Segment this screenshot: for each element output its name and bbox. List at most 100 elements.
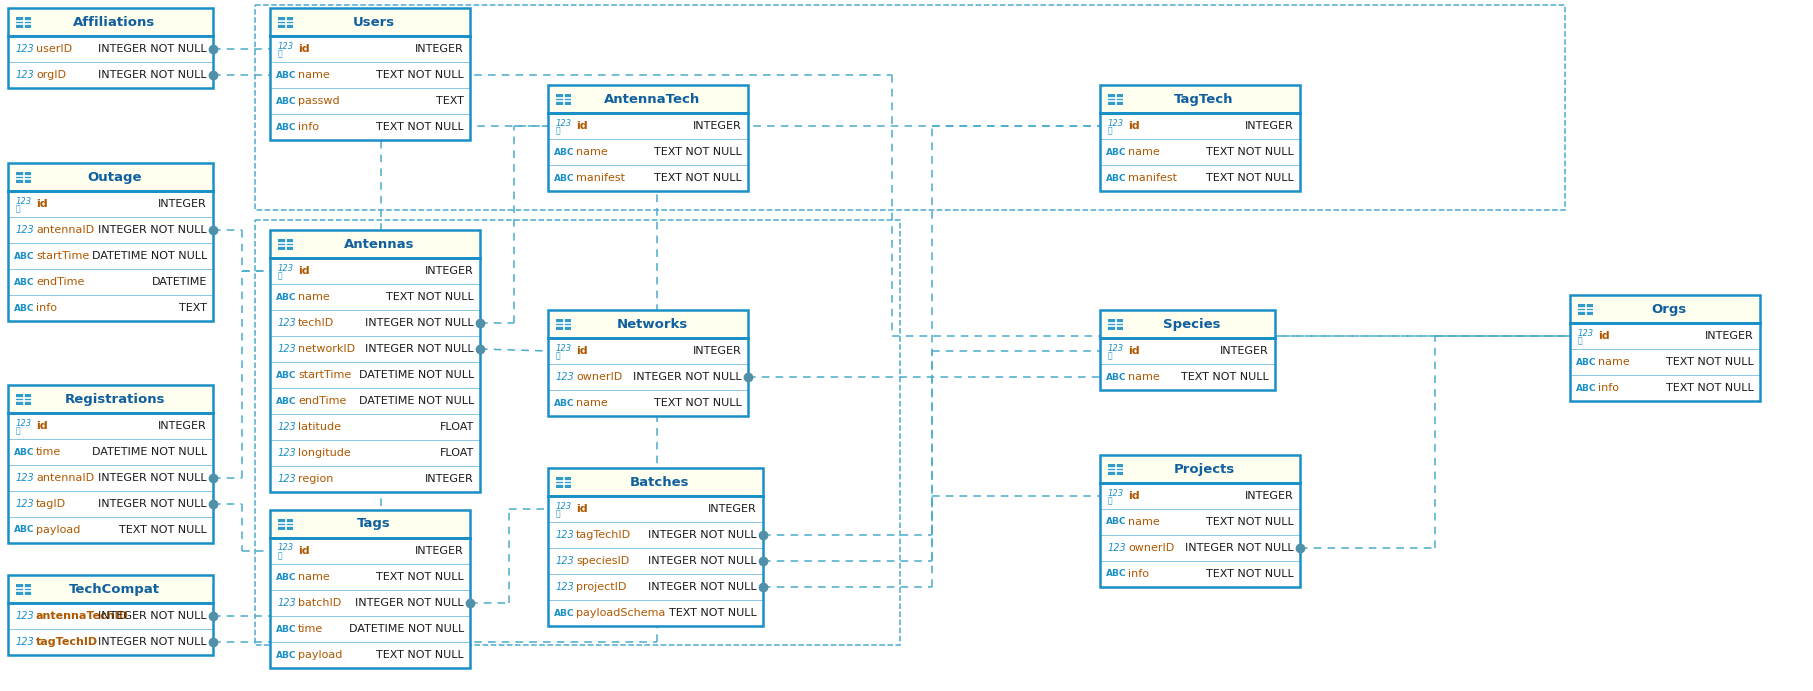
FancyBboxPatch shape [277,17,294,28]
Text: region: region [297,474,334,484]
FancyBboxPatch shape [7,575,212,603]
Text: ownerID: ownerID [1128,543,1175,553]
FancyBboxPatch shape [548,468,763,496]
FancyBboxPatch shape [16,171,31,182]
FancyBboxPatch shape [7,191,212,321]
FancyBboxPatch shape [7,385,212,413]
FancyBboxPatch shape [16,583,31,594]
FancyBboxPatch shape [16,17,31,28]
FancyBboxPatch shape [7,603,212,655]
Text: FLOAT: FLOAT [441,422,473,432]
Text: id: id [577,504,587,514]
Text: DATETIME: DATETIME [152,277,207,287]
Text: Projects: Projects [1173,462,1235,475]
Text: INTEGER NOT NULL: INTEGER NOT NULL [649,556,758,566]
FancyBboxPatch shape [1100,113,1300,191]
Text: TEXT NOT NULL: TEXT NOT NULL [1666,383,1753,393]
Text: INTEGER NOT NULL: INTEGER NOT NULL [98,499,207,509]
FancyBboxPatch shape [277,238,294,249]
FancyBboxPatch shape [270,230,480,258]
Text: ABC: ABC [276,70,297,79]
FancyBboxPatch shape [7,8,212,36]
Text: info: info [297,122,319,132]
Text: TEXT NOT NULL: TEXT NOT NULL [377,572,464,582]
Text: ABC: ABC [276,370,297,379]
Text: id: id [1128,121,1140,131]
Text: time: time [297,624,323,634]
Text: DATETIME NOT NULL: DATETIME NOT NULL [359,396,473,406]
Text: tagID: tagID [36,499,65,509]
Text: ⚿: ⚿ [557,352,560,361]
Text: INTEGER NOT NULL: INTEGER NOT NULL [98,70,207,80]
FancyBboxPatch shape [548,310,749,338]
Text: INTEGER NOT NULL: INTEGER NOT NULL [366,344,473,354]
FancyBboxPatch shape [1100,85,1300,113]
Text: ABC: ABC [1575,357,1597,366]
Text: INTEGER: INTEGER [426,474,473,484]
Text: Registrations: Registrations [63,392,165,406]
Text: id: id [1128,346,1140,356]
FancyBboxPatch shape [548,338,749,416]
FancyBboxPatch shape [548,113,749,191]
Text: ⚿: ⚿ [16,426,20,435]
Text: ⚿: ⚿ [557,126,560,135]
FancyBboxPatch shape [1100,338,1275,390]
Text: 123: 123 [277,598,297,608]
Text: INTEGER: INTEGER [158,421,207,431]
Text: TEXT NOT NULL: TEXT NOT NULL [1182,372,1269,382]
Text: name: name [1128,372,1160,382]
Text: 123: 123 [1577,328,1594,337]
FancyBboxPatch shape [557,477,571,487]
Text: INTEGER: INTEGER [1246,121,1294,131]
FancyBboxPatch shape [270,510,470,538]
Text: TEXT NOT NULL: TEXT NOT NULL [1206,517,1294,527]
Text: endTime: endTime [36,277,85,287]
Text: Networks: Networks [616,317,687,330]
Text: ⚿: ⚿ [16,205,20,214]
Text: TechCompat: TechCompat [69,583,160,596]
Text: INTEGER: INTEGER [693,346,742,356]
Text: ⚿: ⚿ [1108,352,1113,361]
Text: TEXT NOT NULL: TEXT NOT NULL [1666,357,1753,367]
Text: AntennaTech: AntennaTech [604,93,700,106]
FancyBboxPatch shape [557,319,571,330]
Text: ABC: ABC [1106,147,1126,156]
Text: TEXT NOT NULL: TEXT NOT NULL [1206,147,1294,157]
Text: 123: 123 [16,225,34,235]
Text: Species: Species [1162,317,1220,330]
FancyBboxPatch shape [548,496,763,626]
Text: ABC: ABC [276,122,297,131]
FancyBboxPatch shape [270,258,480,492]
Text: ABC: ABC [276,97,297,106]
Text: 123: 123 [277,544,294,553]
FancyBboxPatch shape [1100,483,1300,587]
Text: id: id [36,421,47,431]
Text: TEXT NOT NULL: TEXT NOT NULL [377,122,464,132]
FancyBboxPatch shape [1577,303,1594,314]
Text: payload: payload [297,650,343,660]
Text: 123: 123 [277,344,297,354]
Text: DATETIME NOT NULL: DATETIME NOT NULL [92,447,207,457]
Text: Orgs: Orgs [1652,303,1686,316]
Text: tagTechID: tagTechID [36,637,98,647]
Text: 123: 123 [16,44,34,54]
Text: id: id [297,546,310,556]
Text: name: name [1597,357,1630,367]
Text: ABC: ABC [1106,518,1126,527]
Text: 123: 123 [1108,543,1126,553]
Text: longitude: longitude [297,448,350,458]
FancyBboxPatch shape [270,8,470,36]
Text: ABC: ABC [276,573,297,582]
Text: 123: 123 [1108,118,1124,128]
Text: 123: 123 [277,41,294,50]
Text: ⚿: ⚿ [557,509,560,518]
FancyBboxPatch shape [1570,323,1760,401]
Text: ABC: ABC [276,650,297,659]
Text: ABC: ABC [1106,372,1126,381]
Text: projectID: projectID [577,582,625,592]
Text: ⚿: ⚿ [1577,337,1583,346]
FancyBboxPatch shape [1108,93,1122,104]
Text: ABC: ABC [1106,173,1126,182]
Text: Outage: Outage [87,171,141,184]
Text: INTEGER NOT NULL: INTEGER NOT NULL [649,582,758,592]
